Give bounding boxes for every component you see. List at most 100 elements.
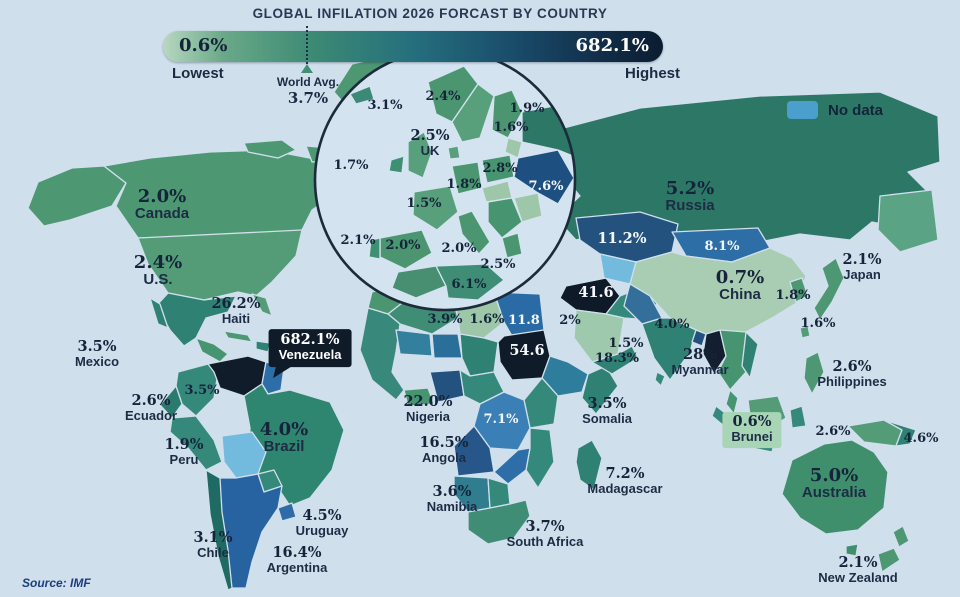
- inflation-value: 3.1%: [367, 97, 403, 113]
- region-kenya: [523, 377, 559, 429]
- country-label: 2.0%: [385, 237, 421, 253]
- world-avg-value: 3.7%: [287, 89, 329, 107]
- country-label: 1.6%: [801, 316, 836, 331]
- region-australia: [781, 439, 889, 535]
- country-name: Philippines: [817, 373, 887, 389]
- region-taiwan: [799, 325, 811, 339]
- country-label: 1.5%: [406, 195, 442, 211]
- region-mozambique: [525, 427, 555, 489]
- country-name: Brazil: [263, 438, 305, 456]
- country-label: 3.1%: [367, 97, 403, 113]
- region-russia-far-east: [877, 189, 939, 253]
- inflation-value: 2.0%: [385, 237, 421, 253]
- legend-max-value: 682.1%: [575, 35, 649, 56]
- continent-asia: [555, 91, 941, 453]
- region-west-africa: [359, 307, 405, 401]
- country-label-south-africa: 3.7% South Africa: [507, 519, 584, 549]
- country-label-myanmar: 28% Myanmar: [671, 347, 728, 377]
- country-label-venezuela: 682.1% Venezuela: [268, 329, 352, 367]
- inflation-value: 11.8: [508, 312, 540, 328]
- region-yemen-oman: [591, 345, 639, 375]
- region-nz-north: [892, 525, 910, 548]
- country-name: U.S.: [143, 271, 173, 289]
- region-portugal: [368, 237, 381, 260]
- legend-gradient-bar: 0.6% 682.1%: [163, 31, 663, 62]
- country-name: Argentina: [266, 559, 328, 575]
- country-label: 2.1%: [340, 232, 376, 248]
- country-label: 7.1%: [484, 412, 519, 427]
- country-name: Australia: [801, 484, 867, 502]
- inflation-value: 28%: [683, 346, 717, 364]
- country-label-namibia: 3.6% Namibia: [427, 484, 478, 514]
- country-label-chile: 3.1% Chile: [193, 530, 232, 560]
- region-ukraine: [513, 149, 575, 205]
- inflation-value: 2.1%: [340, 232, 376, 248]
- inflation-value: 7.2%: [605, 465, 645, 483]
- country-name: Venezuela: [278, 346, 342, 362]
- country-label: 1.5%: [609, 336, 644, 351]
- country-label-russia: 5.2% Russia: [665, 179, 714, 215]
- country-name: Uruguay: [295, 522, 349, 538]
- region-baja: [149, 297, 169, 329]
- region-chad: [459, 333, 499, 377]
- country-name: Angola: [421, 449, 467, 465]
- inflation-value: 4.6%: [903, 430, 939, 446]
- continent-africa: [359, 283, 619, 545]
- country-label-u-s-: 2.4% U.S.: [134, 253, 182, 289]
- inflation-value: 7.6%: [528, 178, 564, 194]
- inflation-value: 2%: [559, 312, 581, 328]
- inflation-value: 1.9%: [509, 100, 545, 116]
- inflation-value: 1.9%: [164, 436, 204, 454]
- inflation-value: 5.2%: [665, 178, 715, 200]
- region-sulawesi: [789, 405, 807, 429]
- inflation-value: 5.0%: [809, 465, 859, 487]
- inflation-value: 1.8%: [775, 287, 811, 303]
- inflation-value: 22.0%: [403, 393, 453, 411]
- inflation-value: 6.1%: [451, 276, 487, 292]
- region-canada: [103, 149, 339, 239]
- legend-min-value: 0.6%: [179, 35, 228, 56]
- region-greece: [501, 232, 523, 259]
- region-tasmania: [845, 543, 859, 557]
- inflation-value: 1.7%: [333, 157, 369, 173]
- region-usa: [137, 229, 303, 301]
- europe-inset-map: [349, 65, 575, 301]
- region-korea: [789, 277, 809, 303]
- inflation-value: 4.5%: [302, 507, 342, 525]
- inflation-value: 2.6%: [832, 358, 872, 376]
- country-label: 54.6: [509, 343, 544, 359]
- region-ireland: [388, 155, 405, 174]
- country-label-uruguay: 4.5% Uruguay: [296, 508, 349, 538]
- region-france: [412, 185, 459, 231]
- region-peru: [169, 415, 223, 471]
- region-uruguay: [277, 502, 297, 522]
- country-label: 2%: [559, 312, 581, 328]
- country-label: 3.5%: [185, 383, 220, 398]
- country-name: South Africa: [506, 533, 584, 549]
- country-label-nigeria: 22.0% Nigeria: [403, 394, 452, 424]
- inflation-value: 1.6%: [493, 119, 529, 135]
- inflation-value: 1.5%: [406, 195, 442, 211]
- region-balkans: [487, 197, 523, 239]
- country-label: 2.4%: [426, 89, 461, 104]
- country-label-mexico: 3.5% Mexico: [75, 339, 119, 369]
- inflation-value: 2.0%: [441, 240, 477, 256]
- region-sweden: [451, 83, 495, 143]
- country-label-madagascar: 7.2% Madagascar: [587, 466, 662, 496]
- world-avg-marker-icon: [301, 64, 313, 73]
- legend-max-label: Highest: [625, 65, 681, 82]
- country-label-ecuador: 2.6% Ecuador: [125, 393, 177, 423]
- inflation-value: 3.1%: [193, 529, 233, 547]
- region-niger: [431, 333, 463, 359]
- country-label-brazil: 4.0% Brazil: [260, 420, 308, 456]
- inflation-value: 2.0%: [137, 186, 187, 208]
- region-denmark: [447, 145, 461, 160]
- country-label: 11.2%: [597, 231, 646, 247]
- region-argentina: [219, 473, 283, 589]
- inflation-value: 16.4%: [272, 544, 322, 562]
- inflation-value: 2.6%: [815, 423, 851, 439]
- inflation-value: 2.5%: [480, 256, 516, 272]
- inflation-value: 1.8%: [446, 176, 482, 192]
- inflation-value: 682.1%: [280, 331, 340, 349]
- source-credit: Source: IMF: [22, 576, 91, 590]
